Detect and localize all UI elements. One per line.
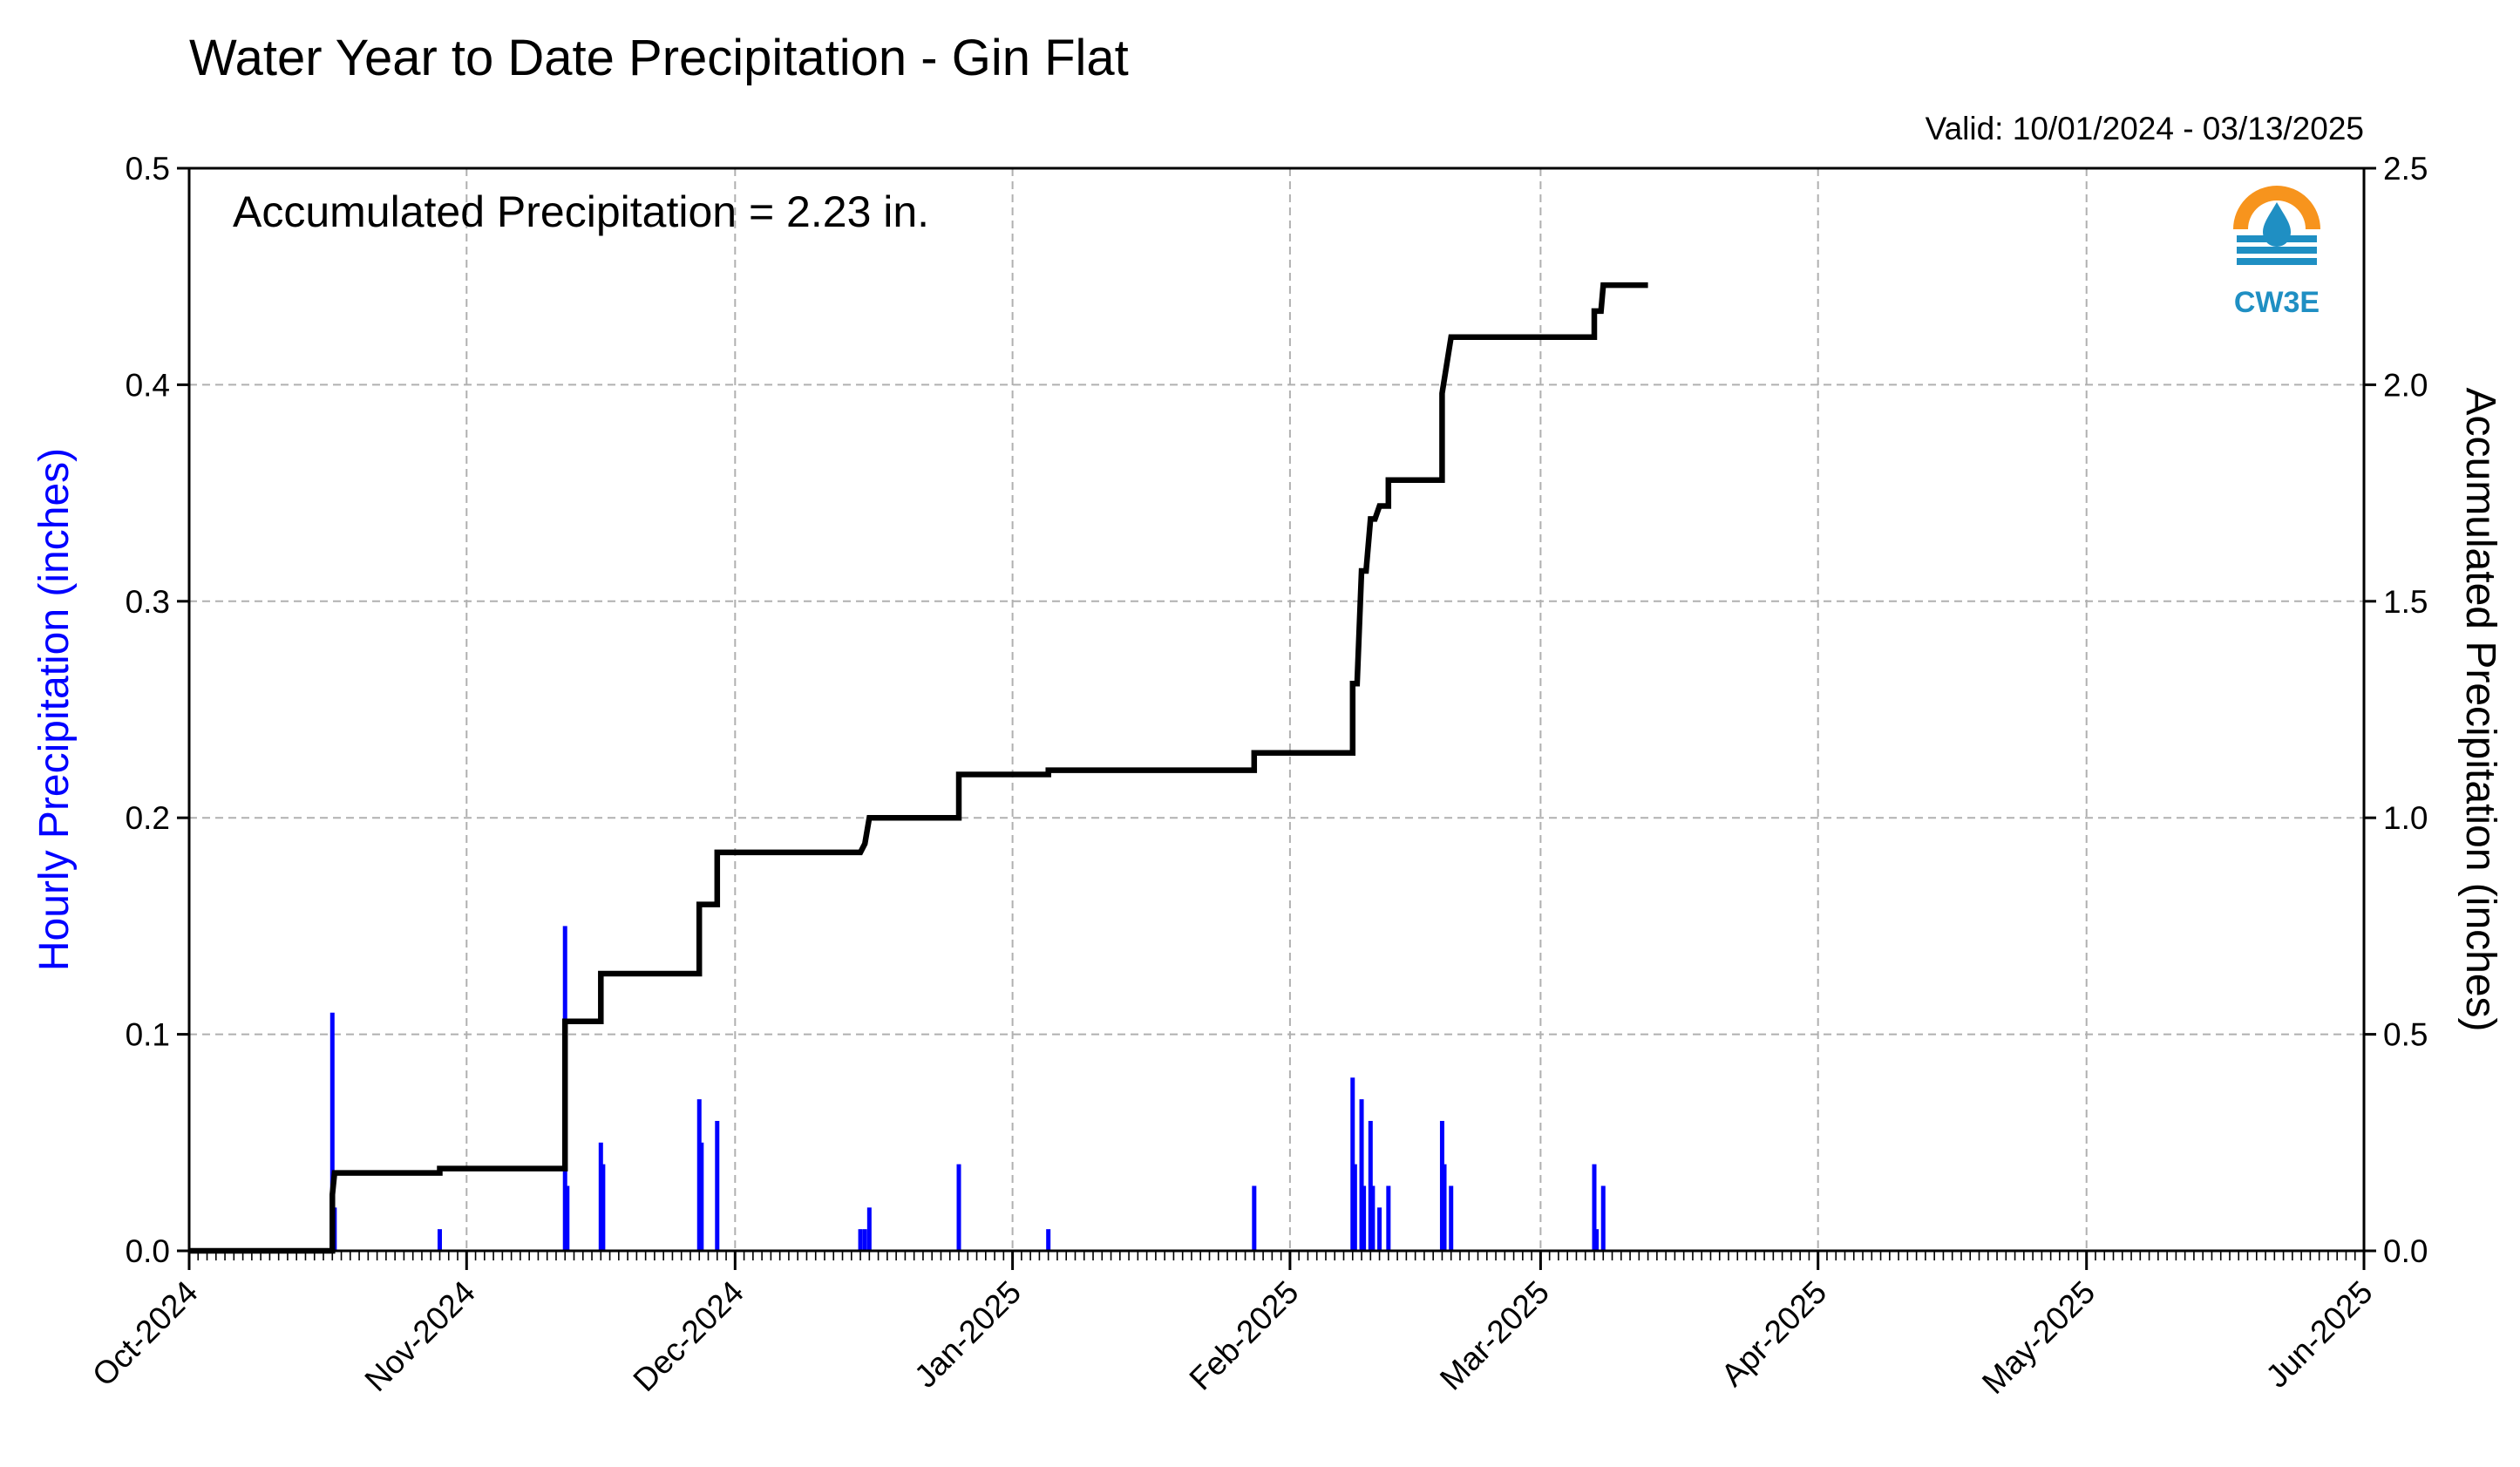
axis-ticks (177, 166, 2376, 1270)
accumulated-line-layer (189, 282, 1648, 1254)
x-tick-label: Jan-2025 (907, 1274, 1028, 1395)
x-tick-label: Jun-2025 (2259, 1274, 2380, 1395)
hourly-bar (1594, 1229, 1600, 1251)
x-tick-label: Dec-2024 (627, 1274, 751, 1398)
chart-title: Water Year to Date Precipitation - Gin F… (189, 30, 1129, 86)
cw3e-logo: CW3E (2231, 186, 2322, 319)
valid-range: Valid: 10/01/2024 - 03/13/2025 (1926, 111, 2364, 146)
hourly-bar (329, 1012, 335, 1251)
hourly-bar (1046, 1229, 1051, 1251)
plot-frame (187, 166, 2366, 1253)
hourly-bar (956, 1164, 961, 1251)
y-tick-label-left: 0.3 (126, 584, 170, 620)
y-tick-label-right: 0.0 (2383, 1233, 2428, 1269)
hourly-bar (1370, 1185, 1375, 1251)
accumulated-annotation: Accumulated Precipitation = 2.23 in. (233, 187, 929, 236)
hourly-bar (1439, 1120, 1444, 1251)
hourly-bar (1362, 1185, 1367, 1251)
hourly-bar (1442, 1164, 1447, 1251)
cw3e-logo-emblem (2231, 186, 2322, 276)
hourly-bars (329, 926, 1606, 1251)
hourly-bar (1449, 1185, 1454, 1251)
left-tick-labels: 0.0 0.1 0.2 0.3 0.4 0.5 (126, 151, 170, 1269)
hourly-bar (1252, 1185, 1257, 1251)
hourly-bar (1600, 1185, 1606, 1251)
water-drop-icon (2263, 202, 2291, 247)
hourly-bar (866, 1207, 872, 1251)
x-tick-label: Apr-2025 (1715, 1274, 1834, 1394)
hourly-bar (1350, 1077, 1355, 1251)
hourly-bar (1359, 1099, 1364, 1251)
right-axis-label: Accumulated Precipitation (inches) (2457, 387, 2503, 1031)
hourly-bar (1592, 1164, 1597, 1251)
x-tick-labels: Oct-2024 Nov-2024 Dec-2024 Jan-2025 Feb-2025… (85, 1274, 2380, 1401)
hourly-bar (565, 1185, 570, 1251)
x-tick-label: Nov-2024 (358, 1274, 482, 1398)
x-tick-label: Mar-2025 (1433, 1274, 1556, 1397)
left-axis-label: Hourly Precipitation (inches) (31, 448, 78, 971)
y-tick-label-left: 0.2 (126, 800, 170, 836)
cw3e-logo-text: CW3E (2234, 286, 2320, 319)
hourly-bar (862, 1229, 867, 1251)
hourly-bar (598, 1142, 603, 1251)
y-tick-label-left: 0.5 (126, 151, 170, 187)
hourly-bar (601, 1164, 606, 1251)
hourly-bar (437, 1229, 442, 1251)
y-tick-label-right: 2.0 (2383, 367, 2428, 403)
hourly-bar (1352, 1164, 1357, 1251)
hourly-bar (699, 1142, 704, 1251)
hourly-bar (696, 1099, 702, 1251)
y-tick-label-right: 0.5 (2383, 1017, 2428, 1053)
hourly-bar (1368, 1120, 1373, 1251)
y-tick-label-left: 0.0 (126, 1233, 170, 1269)
hourly-bar (715, 1120, 720, 1251)
accumulated-line (189, 282, 1648, 1254)
y-tick-label-left: 0.4 (126, 367, 170, 403)
grid-lines (189, 168, 2364, 1251)
right-tick-labels: 0.0 0.5 1.0 1.5 2.0 2.5 (2383, 151, 2428, 1269)
y-tick-label-right: 1.0 (2383, 800, 2428, 836)
y-tick-label-left: 0.1 (126, 1017, 170, 1053)
hourly-bar (858, 1229, 863, 1251)
x-tick-label: Feb-2025 (1183, 1274, 1306, 1397)
y-tick-label-right: 2.5 (2383, 151, 2428, 187)
hourly-bar (1386, 1185, 1391, 1251)
y-tick-label-right: 1.5 (2383, 584, 2428, 620)
x-tick-label: Oct-2024 (85, 1274, 205, 1394)
x-tick-label: May-2025 (1975, 1274, 2102, 1401)
hourly-bar (1377, 1207, 1382, 1251)
